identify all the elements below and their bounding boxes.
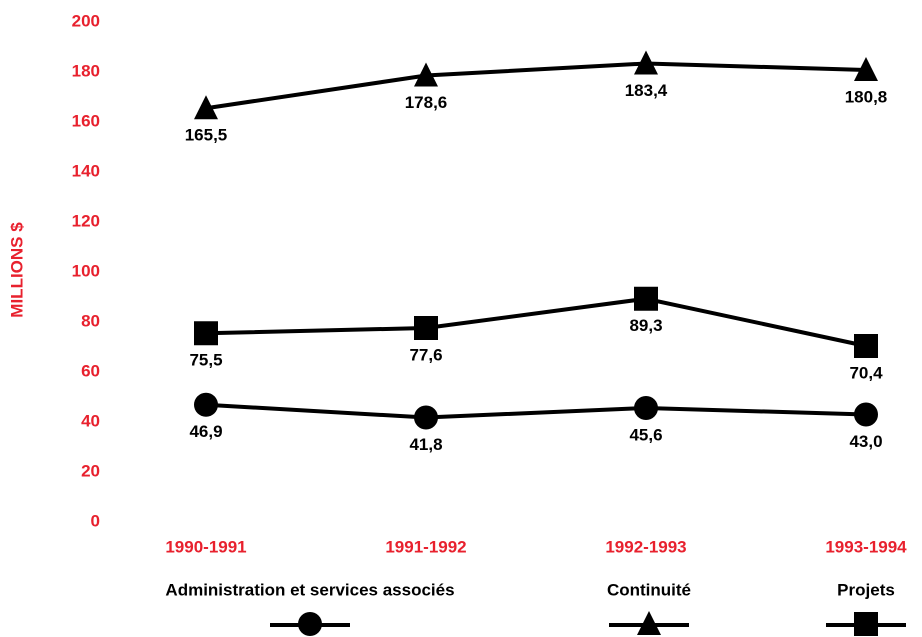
data-label: 70,4 — [849, 363, 883, 382]
marker — [634, 50, 658, 75]
marker — [854, 612, 878, 636]
y-axis-label: MILLIONS $ — [7, 222, 26, 318]
marker — [854, 57, 878, 81]
data-label: 41,8 — [409, 435, 442, 454]
series-line — [205, 402, 867, 420]
y-tick-label: 100 — [72, 261, 100, 280]
data-label: 75,5 — [189, 351, 222, 370]
y-tick-label: 180 — [72, 61, 100, 80]
y-tick-label: 80 — [81, 311, 100, 330]
data-label: 178,6 — [405, 93, 448, 112]
x-tick-label: 1992-1993 — [605, 537, 686, 556]
marker — [414, 405, 438, 430]
data-label: 45,6 — [629, 425, 662, 444]
legend-label: Administration et services associés — [165, 580, 454, 599]
x-tick-label: 1991-1992 — [385, 537, 466, 556]
data-label: 180,8 — [845, 87, 888, 106]
marker — [634, 396, 658, 420]
data-label: 46,9 — [189, 422, 222, 441]
data-label: 77,6 — [409, 345, 442, 364]
data-label: 43,0 — [849, 432, 882, 451]
x-tick-label: 1990-1991 — [165, 537, 246, 556]
y-tick-label: 120 — [72, 211, 100, 230]
y-tick-label: 140 — [72, 161, 100, 180]
marker — [854, 402, 878, 427]
legend-label: Continuité — [607, 580, 691, 599]
data-label: 183,4 — [625, 81, 668, 100]
marker — [414, 316, 438, 340]
data-label: 165,5 — [185, 126, 228, 145]
y-tick-label: 40 — [81, 411, 100, 430]
x-tick-label: 1993-1994 — [825, 537, 907, 556]
legend-label: Projets — [837, 580, 895, 599]
marker — [194, 321, 218, 346]
y-tick-label: 0 — [91, 511, 100, 530]
marker — [298, 612, 322, 636]
y-tick-label: 160 — [72, 111, 100, 130]
marker — [637, 611, 661, 635]
y-tick-label: 60 — [81, 361, 100, 380]
marker — [634, 286, 658, 311]
marker — [194, 95, 218, 120]
y-tick-label: 200 — [72, 11, 100, 30]
series-line — [205, 61, 867, 111]
marker — [194, 392, 218, 417]
data-label: 89,3 — [629, 316, 662, 335]
series-line — [205, 296, 867, 348]
marker — [854, 334, 878, 358]
marker — [414, 62, 438, 87]
y-tick-label: 20 — [81, 461, 100, 480]
